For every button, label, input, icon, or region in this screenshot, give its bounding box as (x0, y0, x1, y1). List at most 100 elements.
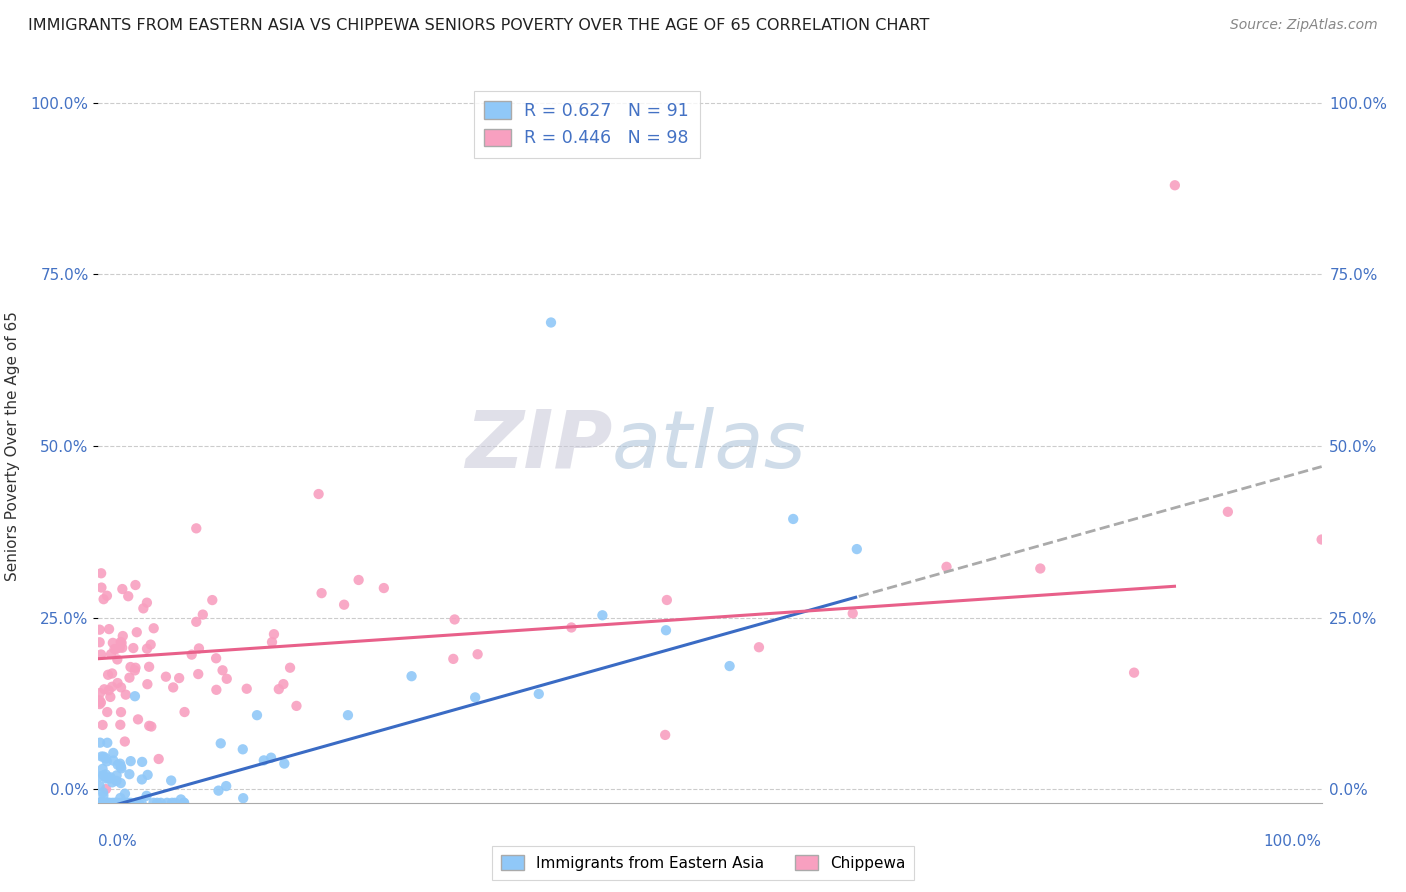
Point (117, 589, 139, 603)
Point (93, 796, 115, 810)
Point (104, 796, 127, 810)
Point (156, 796, 179, 810)
Point (253, 753, 276, 767)
Point (103, 642, 125, 657)
Point (98, 796, 121, 810)
Point (748, 640, 770, 655)
Point (467, 647, 489, 661)
Point (105, 652, 128, 666)
Point (246, 708, 269, 723)
Point (90, 796, 112, 810)
Point (118, 767, 141, 781)
Point (655, 593, 678, 607)
Point (1216, 505, 1239, 519)
Point (160, 796, 183, 810)
Point (105, 796, 128, 810)
Point (103, 754, 125, 768)
Point (527, 687, 550, 701)
Point (97, 683, 120, 698)
Point (110, 635, 132, 649)
Point (654, 728, 676, 742)
Point (142, 796, 165, 810)
Point (107, 676, 129, 690)
Point (188, 641, 211, 656)
Point (89, 796, 111, 810)
Point (186, 521, 208, 535)
Point (205, 651, 228, 665)
Point (443, 612, 465, 626)
Point (93, 796, 115, 810)
Point (93, 789, 115, 803)
Point (96, 796, 118, 810)
Point (90, 796, 112, 810)
Point (91, 785, 114, 799)
Point (111, 629, 134, 643)
Point (105, 768, 128, 782)
Point (107, 757, 129, 772)
Text: 0.0%: 0.0% (98, 834, 138, 849)
Point (170, 792, 193, 806)
Point (260, 635, 283, 649)
Point (96, 755, 118, 769)
Point (114, 787, 136, 801)
Point (97, 667, 120, 681)
Point (90, 648, 112, 662)
Point (180, 648, 202, 662)
Point (167, 671, 190, 685)
Point (89, 769, 111, 783)
Point (149, 796, 172, 810)
Point (93, 682, 115, 697)
Point (173, 796, 195, 810)
Point (718, 659, 741, 673)
Point (111, 640, 134, 655)
Point (110, 796, 132, 810)
Point (101, 680, 124, 694)
Text: ZIP: ZIP (465, 407, 612, 485)
Point (138, 719, 160, 733)
Point (127, 712, 149, 726)
Point (91, 796, 114, 810)
Point (215, 672, 238, 686)
Point (131, 772, 153, 787)
Point (100, 647, 122, 661)
Point (132, 601, 155, 615)
Point (232, 791, 254, 805)
Point (89, 779, 111, 793)
Point (90, 566, 112, 581)
Point (110, 705, 132, 719)
Legend: R = 0.627   N = 91, R = 0.446   N = 98: R = 0.627 N = 91, R = 0.446 N = 98 (474, 91, 700, 158)
Text: atlas: atlas (612, 407, 807, 485)
Point (401, 669, 423, 683)
Point (163, 796, 186, 810)
Point (96, 796, 118, 810)
Point (146, 796, 169, 810)
Point (464, 690, 486, 705)
Point (110, 681, 132, 695)
Point (101, 796, 124, 810)
Point (111, 582, 134, 596)
Point (136, 768, 159, 782)
Point (93, 768, 115, 782)
Point (110, 718, 132, 732)
Point (935, 559, 957, 574)
Point (138, 660, 160, 674)
Point (98, 622, 121, 636)
Point (162, 681, 184, 695)
Point (114, 688, 136, 702)
Point (1123, 665, 1146, 680)
Point (187, 667, 209, 681)
Point (105, 773, 128, 788)
Point (205, 682, 228, 697)
Point (110, 791, 132, 805)
Point (173, 705, 195, 719)
Point (94, 772, 117, 786)
Point (124, 664, 146, 678)
Point (215, 779, 238, 793)
Point (117, 796, 139, 810)
Point (98, 772, 121, 786)
Point (591, 608, 613, 623)
Point (89, 796, 111, 810)
Point (122, 641, 145, 656)
Point (108, 640, 131, 655)
Point (207, 783, 229, 797)
